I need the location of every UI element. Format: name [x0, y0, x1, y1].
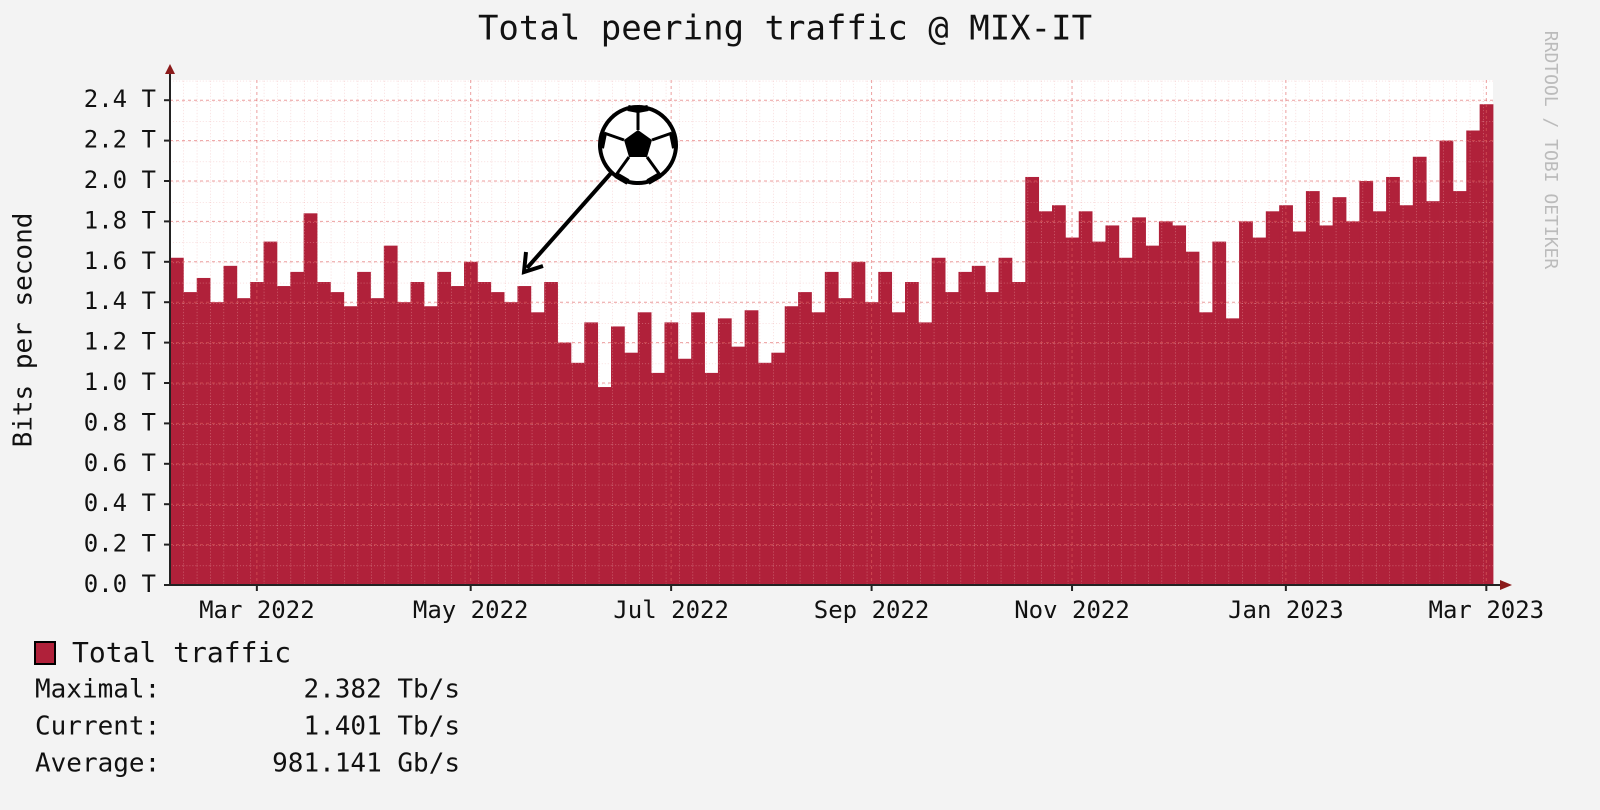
football-edge-patches	[598, 105, 678, 185]
x-tick-label: Jul 2022	[613, 596, 729, 624]
y-tick-label: 1.6 T	[84, 247, 156, 275]
y-tick-label: 1.4 T	[84, 287, 156, 315]
legend-label: Total traffic	[72, 636, 291, 669]
x-tick-label: Sep 2022	[814, 596, 930, 624]
y-tick-label: 2.2 T	[84, 126, 156, 154]
football-patch	[624, 130, 652, 157]
football-annotation	[521, 105, 678, 275]
y-tick-label: 0.2 T	[84, 530, 156, 558]
minor-grid	[170, 80, 1493, 585]
annotation-arrowhead	[521, 251, 544, 275]
y-tick-label: 0.4 T	[84, 489, 156, 517]
y-tick-label: 0.8 T	[84, 408, 156, 436]
stat-label: Maximal:	[35, 675, 160, 705]
annotation-arrow	[525, 170, 614, 270]
y-tick-label: 1.0 T	[84, 368, 156, 396]
y-axis-arrow	[165, 64, 175, 74]
y-axis-label: Bits per second	[9, 213, 39, 448]
legend-swatch	[34, 641, 56, 665]
x-tick-label: May 2022	[413, 596, 529, 624]
stat-value: 2.382 Tb/s	[303, 675, 460, 705]
y-tick-label: 0.6 T	[84, 449, 156, 477]
stat-value: 1.401 Tb/s	[303, 712, 460, 742]
y-tick-label: 2.4 T	[84, 85, 156, 113]
watermark: RRDTOOL / TOBI OETIKER	[1540, 31, 1561, 270]
stat-value: 981.141 Gb/s	[272, 749, 460, 779]
y-tick-label: 1.8 T	[84, 206, 156, 234]
x-tick-label: Jan 2023	[1228, 596, 1344, 624]
x-tick-label: Mar 2023	[1429, 596, 1545, 624]
y-tick-label: 2.0 T	[84, 166, 156, 194]
football-seams	[603, 110, 673, 176]
x-axis-arrow	[1500, 580, 1512, 590]
y-tick-label: 1.2 T	[84, 328, 156, 356]
stat-label: Average:	[35, 749, 160, 779]
y-tick-label: 0.0 T	[84, 570, 156, 598]
x-tick-label: Nov 2022	[1014, 596, 1130, 624]
stat-label: Current:	[35, 712, 160, 742]
chart-title: Total peering traffic @ MIX-IT	[478, 9, 1092, 49]
x-tick-label: Mar 2022	[199, 596, 315, 624]
